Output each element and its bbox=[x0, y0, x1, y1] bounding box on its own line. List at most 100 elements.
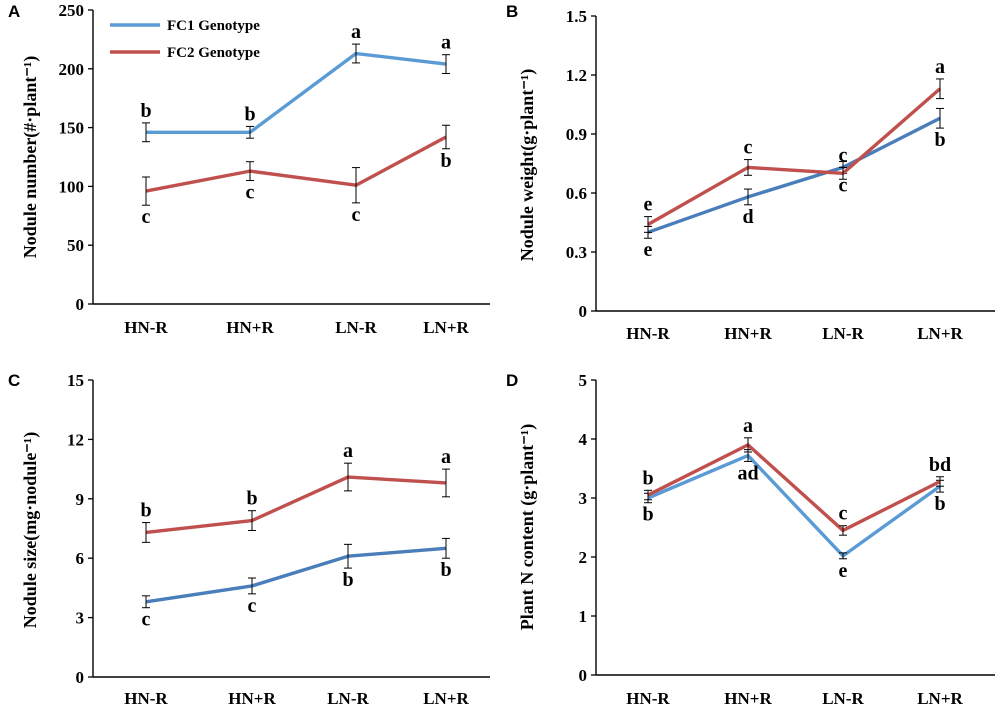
x-tick-label: LN-R bbox=[335, 318, 377, 337]
legend-label: FC2 Genotype bbox=[167, 45, 260, 61]
panel-label: D bbox=[506, 371, 518, 390]
y-tick-label: 50 bbox=[67, 236, 84, 255]
series-line bbox=[647, 443, 941, 533]
y-tick-label: 5 bbox=[579, 371, 588, 390]
x-tick-label: LN-R bbox=[327, 689, 369, 708]
significance-letter: a bbox=[441, 446, 451, 468]
significance-letter: c bbox=[246, 182, 255, 204]
y-tick-label: 6 bbox=[76, 549, 85, 568]
x-tick-label: HN+R bbox=[724, 324, 772, 343]
significance-letter: c bbox=[248, 595, 257, 617]
y-tick-label: 250 bbox=[59, 1, 85, 20]
x-tick-label: LN-R bbox=[822, 689, 864, 708]
significance-letter: b bbox=[440, 150, 451, 172]
y-tick-label: 0 bbox=[76, 668, 85, 687]
y-tick-label: 100 bbox=[59, 177, 85, 196]
panel-c: C 0 3 6 9 12 15 HN-R HN+R LN-R LN+R Nodule size(mg·… bbox=[8, 371, 490, 708]
y-tick-label: 1.2 bbox=[566, 66, 587, 85]
series-line bbox=[647, 87, 942, 226]
significance-letter: c bbox=[839, 174, 848, 196]
series-2: ec ca bbox=[644, 56, 945, 233]
y-axis-label: Nodule number(#·plant⁻¹) bbox=[20, 56, 41, 258]
panel-b: B 0 0.3 0.6 0.9 1.2 1.5 HN-R HN+R LN-R LN+R Nodule … bbox=[506, 2, 995, 343]
significance-letter: bd bbox=[929, 454, 951, 476]
series-1: e d c b bbox=[644, 107, 946, 261]
y-tick-label: 1.5 bbox=[566, 7, 587, 26]
y-tick-label: 4 bbox=[579, 430, 588, 449]
y-tick-label: 0 bbox=[76, 295, 85, 314]
panel-a: A 0 50 100 150 200 250 HN-R HN+R LN-R LN+R Nodule n… bbox=[8, 1, 490, 337]
panel-label: B bbox=[506, 2, 518, 21]
x-tick-label: LN+R bbox=[423, 689, 469, 708]
x-tick-label: HN+R bbox=[228, 689, 276, 708]
significance-letter: b bbox=[140, 500, 151, 522]
significance-letter: d bbox=[742, 206, 753, 228]
series-1: b ad e b bbox=[642, 449, 946, 582]
significance-letter: b bbox=[934, 129, 945, 151]
y-axis-label: Plant N content (g·plant⁻¹) bbox=[517, 424, 538, 630]
series-line bbox=[145, 546, 447, 604]
series-line bbox=[145, 135, 447, 193]
y-tick-label: 3 bbox=[76, 609, 85, 628]
x-tick-label: LN-R bbox=[822, 324, 864, 343]
series-2: b a c bd bbox=[642, 415, 951, 536]
panel-label: C bbox=[8, 371, 20, 390]
y-tick-label: 0 bbox=[579, 302, 588, 321]
legend: FC1 Genotype FC2 Genotype bbox=[110, 18, 260, 61]
series-2: c c c b bbox=[142, 124, 452, 228]
significance-letter: c bbox=[352, 204, 361, 226]
x-tick-label: HN-R bbox=[124, 318, 168, 337]
significance-letter: c bbox=[839, 503, 848, 525]
y-tick-label: 0.6 bbox=[566, 184, 587, 203]
y-tick-label: 150 bbox=[59, 119, 85, 138]
significance-letter: b bbox=[642, 467, 653, 489]
significance-letter: a bbox=[935, 56, 945, 78]
significance-letter: b bbox=[246, 488, 257, 510]
y-tick-label: 0 bbox=[579, 666, 588, 685]
series-1: c c b b bbox=[142, 537, 452, 631]
series-line bbox=[647, 453, 941, 558]
x-tick-label: HN-R bbox=[124, 689, 168, 708]
panel-label: A bbox=[8, 2, 20, 21]
y-tick-label: 2 bbox=[579, 548, 588, 567]
significance-letter: c bbox=[142, 609, 151, 631]
significance-letter: e bbox=[644, 194, 653, 216]
x-tick-label: HN+R bbox=[226, 318, 274, 337]
series-line bbox=[647, 116, 941, 234]
y-tick-label: 200 bbox=[59, 60, 85, 79]
significance-letter: a bbox=[743, 415, 753, 437]
significance-letter: b bbox=[642, 504, 653, 526]
significance-letter: b bbox=[440, 559, 451, 581]
panel-d: D 0 1 2 3 4 5 HN-R HN+R LN-R LN+R Plant N content (… bbox=[506, 371, 995, 708]
x-tick-label: HN-R bbox=[626, 324, 670, 343]
x-tick-label: LN+R bbox=[423, 318, 469, 337]
series-line bbox=[145, 475, 447, 535]
significance-letter: e bbox=[839, 560, 848, 582]
significance-letter: b bbox=[244, 103, 255, 125]
x-tick-label: HN+R bbox=[724, 689, 772, 708]
series-1: b b a a bbox=[140, 21, 451, 143]
significance-letter: b bbox=[140, 100, 151, 122]
series-line bbox=[146, 51, 447, 135]
significance-letter: c bbox=[744, 137, 753, 159]
x-tick-label: LN+R bbox=[917, 324, 963, 343]
significance-letter: a bbox=[351, 21, 361, 43]
y-tick-label: 0.9 bbox=[566, 125, 587, 144]
significance-letter: a bbox=[343, 440, 353, 462]
series-2: b b a a bbox=[140, 440, 451, 543]
significance-letter: b bbox=[934, 493, 945, 515]
significance-letter: c bbox=[142, 206, 151, 228]
y-tick-label: 0.3 bbox=[566, 243, 587, 262]
y-axis-label: Nodule weight(g·plant⁻¹) bbox=[517, 69, 538, 261]
y-tick-label: 15 bbox=[67, 371, 84, 390]
x-tick-label: HN-R bbox=[626, 689, 670, 708]
y-axis-label: Nodule size(mg·nodule⁻¹) bbox=[20, 432, 41, 628]
x-tick-label: LN+R bbox=[917, 689, 963, 708]
y-tick-label: 1 bbox=[579, 607, 588, 626]
significance-letter: b bbox=[342, 569, 353, 591]
significance-letter: a bbox=[441, 32, 451, 54]
y-tick-label: 12 bbox=[67, 430, 84, 449]
y-tick-label: 9 bbox=[76, 490, 85, 509]
significance-letter: c bbox=[839, 144, 848, 166]
